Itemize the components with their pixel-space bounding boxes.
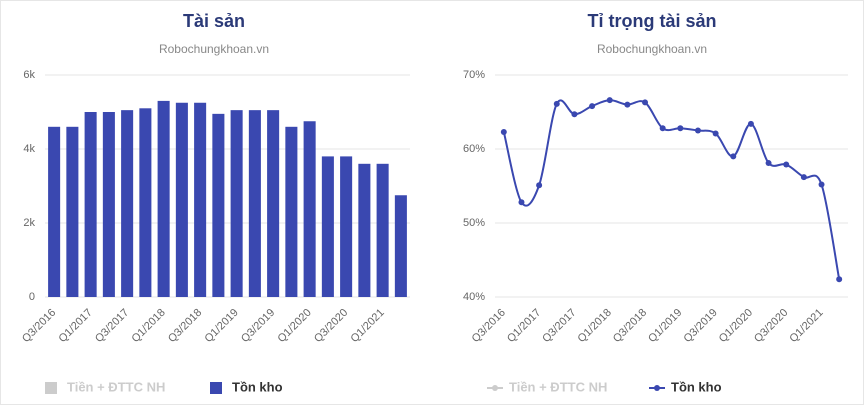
point (536, 182, 543, 189)
point (730, 153, 737, 160)
bar (376, 163, 389, 297)
point (518, 199, 525, 206)
bar (340, 156, 353, 297)
point (783, 161, 790, 168)
bar (394, 195, 407, 297)
point (659, 125, 666, 132)
bar (212, 113, 225, 297)
y-tick-label: 70% (463, 69, 485, 81)
point (694, 127, 701, 134)
point (765, 160, 772, 167)
chart-subtitle: Robochungkhoan.vn (159, 42, 269, 56)
legend-label[interactable]: Tồn kho (671, 379, 722, 394)
legend-swatch[interactable] (45, 382, 57, 394)
bar (102, 112, 115, 297)
chart-subtitle: Robochungkhoan.vn (597, 42, 707, 56)
y-tick-label: 0 (29, 291, 35, 303)
bar (194, 102, 207, 297)
bar (285, 126, 298, 297)
point (747, 120, 754, 127)
bar (175, 102, 188, 297)
point (712, 130, 719, 137)
point (800, 174, 807, 181)
bar (48, 126, 61, 297)
bar (139, 108, 152, 297)
y-tick-label: 40% (463, 291, 485, 303)
bar (321, 156, 334, 297)
point (589, 103, 596, 110)
y-tick-label: 60% (463, 143, 485, 155)
point (836, 276, 843, 283)
y-tick-label: 4k (23, 143, 35, 155)
bar (358, 163, 371, 297)
point (500, 128, 507, 135)
bar (267, 110, 280, 298)
bar (121, 110, 134, 298)
bar (66, 126, 79, 297)
point (624, 101, 631, 108)
legend-label[interactable]: Tiền + ĐTTC NH (67, 379, 165, 394)
legend-label[interactable]: Tồn kho (232, 379, 283, 394)
point (642, 99, 649, 106)
legend-swatch[interactable] (210, 382, 222, 394)
bar (248, 110, 261, 298)
bar (230, 110, 243, 298)
bar (157, 100, 170, 298)
chart-title: Tài sản (183, 11, 245, 31)
y-tick-label: 2k (23, 217, 35, 229)
point (553, 100, 560, 107)
chart-title: Tỉ trọng tài sản (587, 11, 716, 31)
point (677, 125, 684, 132)
y-tick-label: 6k (23, 69, 35, 81)
bar (84, 112, 97, 297)
point (606, 97, 613, 104)
legend-swatch[interactable] (654, 385, 660, 391)
legend-label[interactable]: Tiền + ĐTTC NH (509, 379, 607, 394)
y-tick-label: 50% (463, 217, 485, 229)
bar (303, 121, 316, 297)
point (818, 181, 825, 188)
legend-swatch[interactable] (492, 385, 498, 391)
point (571, 111, 578, 118)
